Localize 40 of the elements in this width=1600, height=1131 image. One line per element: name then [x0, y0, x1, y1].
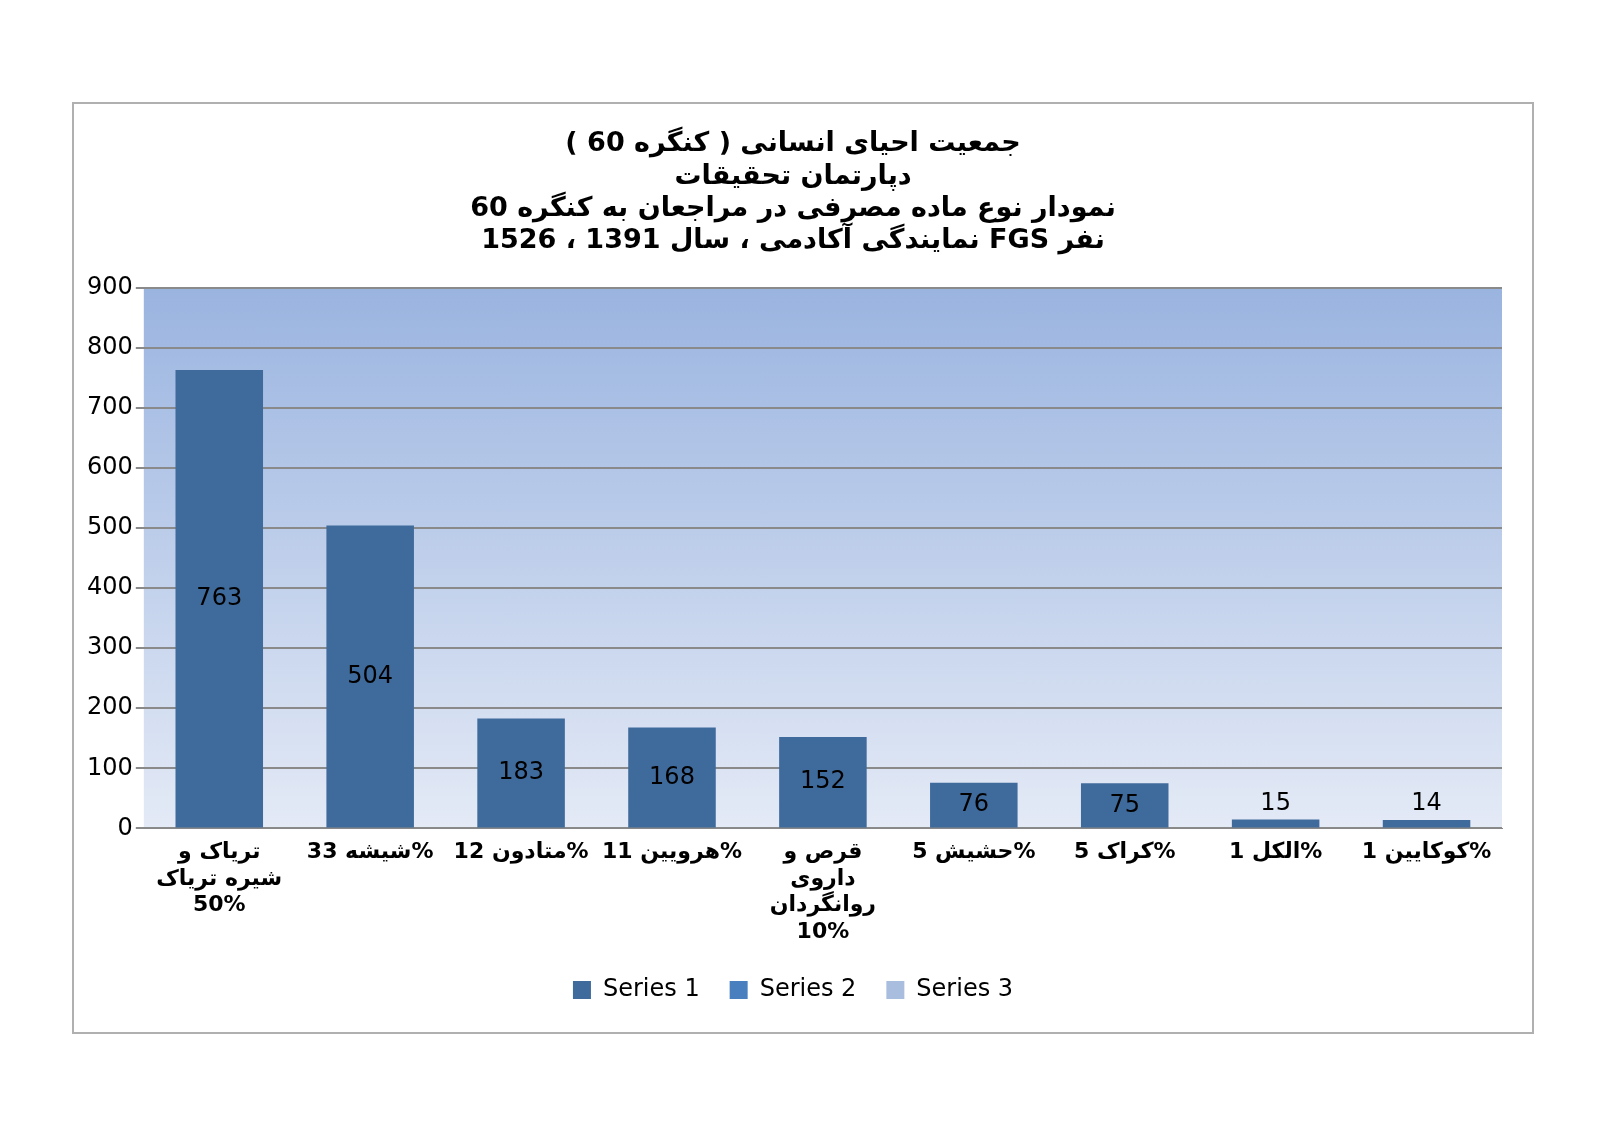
- y-tick-label: 500: [87, 512, 133, 541]
- bar: [628, 727, 716, 828]
- y-tick-label: 700: [87, 392, 133, 421]
- data-label: 763: [196, 582, 243, 611]
- y-tick-label: 200: [87, 692, 133, 721]
- y-tick-label: 900: [87, 271, 133, 300]
- x-tick-label: متادون 12%: [453, 838, 589, 865]
- legend-label: Series 2: [759, 974, 857, 1003]
- data-label: 15: [1260, 787, 1291, 816]
- y-tick-label: 800: [87, 331, 133, 360]
- x-tick-label: الکل 1%: [1229, 838, 1323, 864]
- x-tick-label: کوکایین 1%: [1361, 838, 1492, 865]
- bar: [1080, 783, 1169, 828]
- bar: [930, 782, 1018, 828]
- data-label: 183: [498, 757, 544, 786]
- data-label: 504: [347, 660, 394, 689]
- bar: [175, 369, 264, 828]
- data-label: 168: [649, 761, 695, 790]
- legend-label: Series 1: [602, 974, 700, 1003]
- y-tick-label: 100: [87, 752, 133, 781]
- y-tick-label: 400: [87, 572, 133, 601]
- y-tick-label: 600: [87, 452, 133, 481]
- x-tick-label: کراک 5%: [1073, 838, 1176, 865]
- y-tick-label: 300: [87, 632, 133, 661]
- legend-label: Series 3: [916, 974, 1014, 1003]
- bar: [1231, 819, 1320, 828]
- x-tick-label: شیشه 33%: [306, 838, 434, 864]
- bar: [779, 737, 867, 828]
- data-label: 152: [800, 766, 846, 795]
- x-tick-label: هرویین 11%: [602, 838, 742, 865]
- data-label: 14: [1411, 788, 1442, 817]
- bar: [477, 718, 565, 828]
- data-label: 76: [958, 789, 990, 818]
- bar: [326, 525, 414, 828]
- chart-subtitle: دپارتمان تحقیقات نمودار نوع ماده مصرفی در مراجعان به کنگره 60 نمایندگی آکادمی ، سال 1391 ، 1526 FGS نفر: [470, 158, 1116, 256]
- data-label: 75: [1109, 789, 1140, 818]
- bar: [1382, 819, 1471, 828]
- chart-title: جمعیت احیای انسانی ( کنگره 60 ): [565, 126, 1021, 159]
- x-tick-label: حشیش 5%: [912, 838, 1036, 864]
- y-tick-label: 0: [117, 812, 133, 841]
